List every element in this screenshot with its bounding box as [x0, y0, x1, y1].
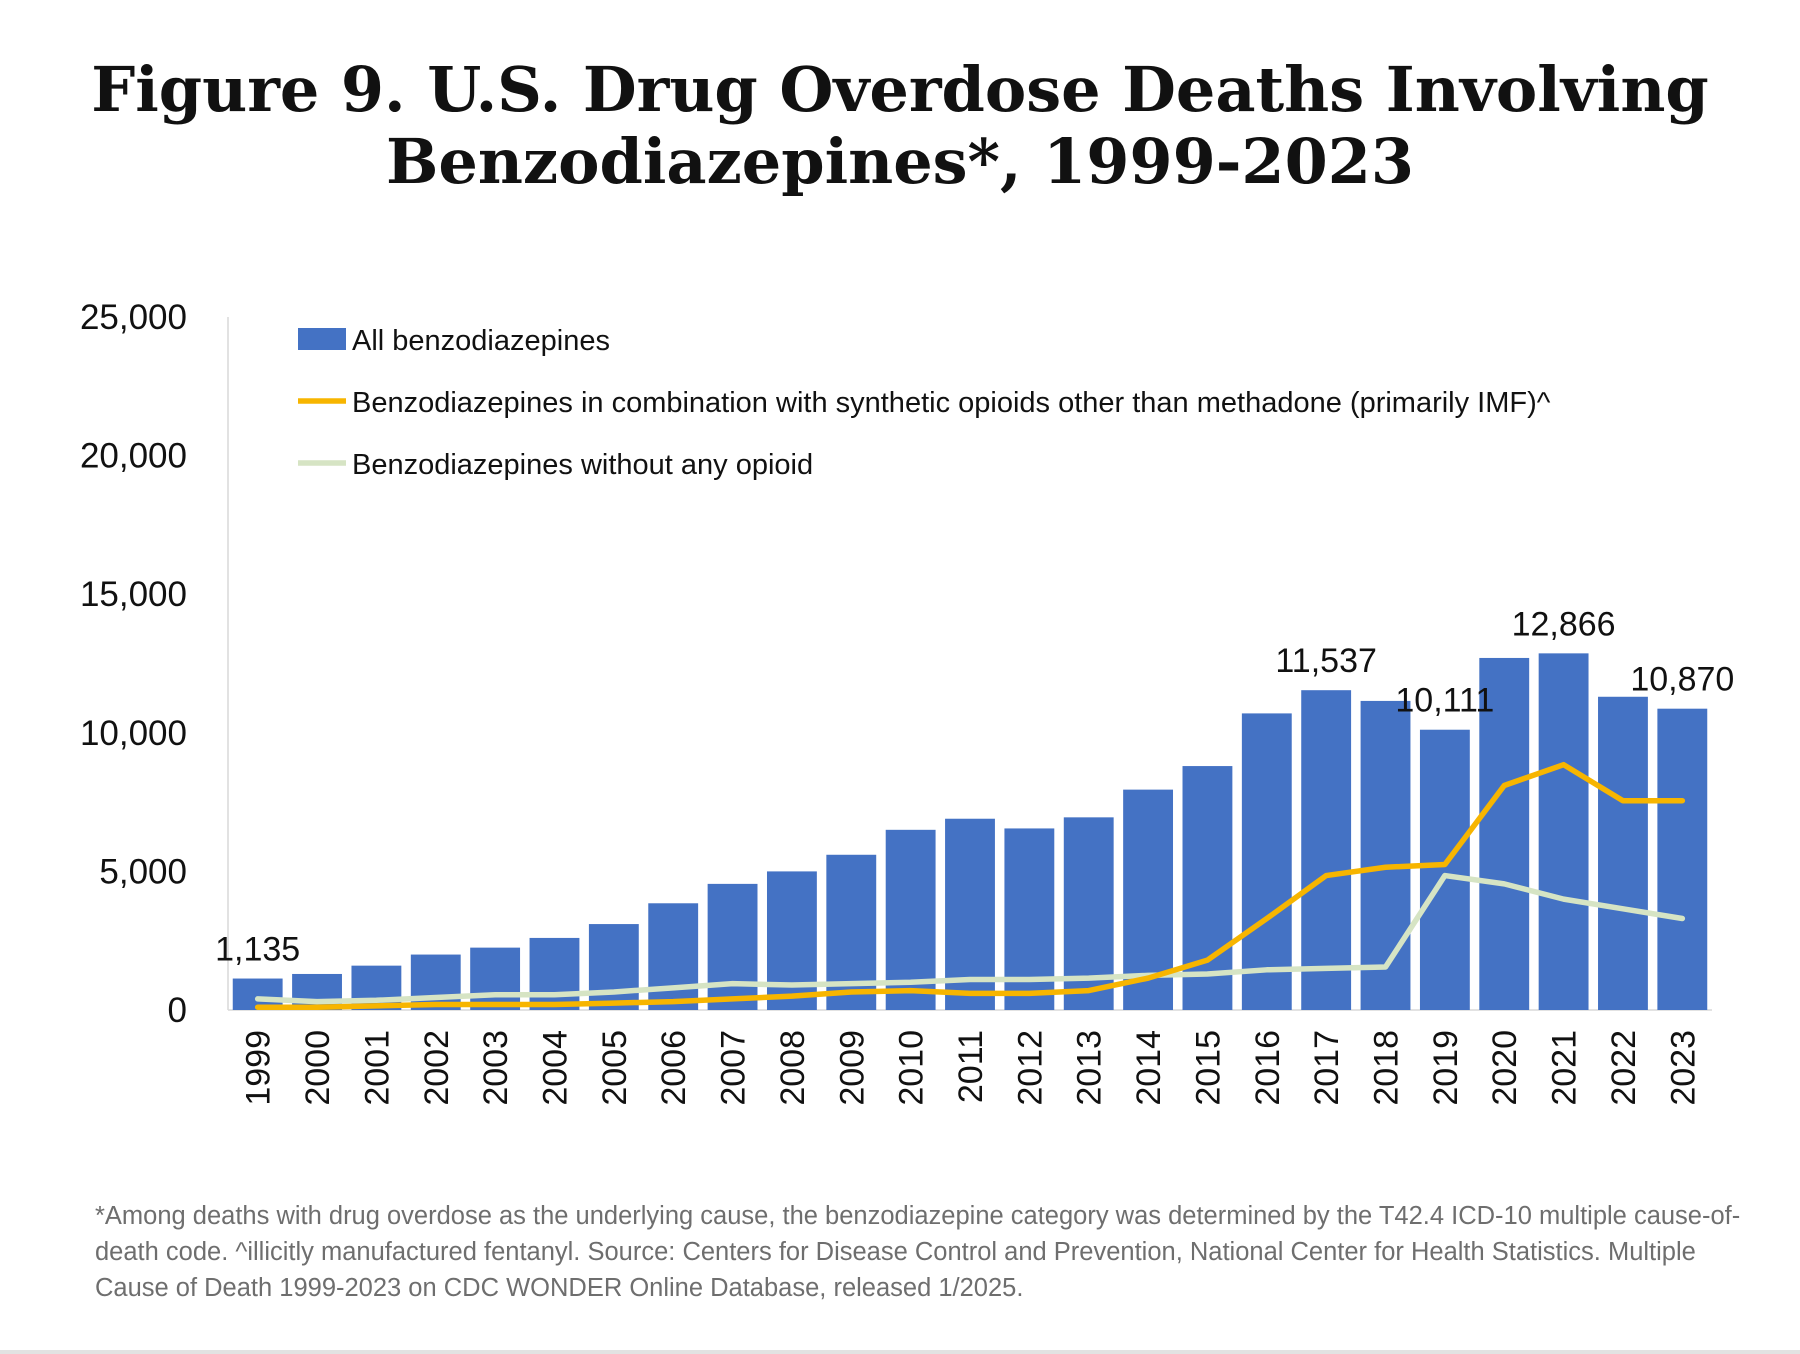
data-label-2021: 12,866 [1512, 605, 1616, 643]
x-tick-label: 2009 [833, 1030, 871, 1106]
x-tick-label: 2011 [952, 1030, 990, 1103]
legend-entry-1: All benzodiazepines [352, 325, 610, 357]
x-tick-label: 2008 [774, 1030, 812, 1106]
tick-labels: 0 5,000 10,000 15,000 20,000 25,000 1999 2000 20… [80, 298, 1702, 1106]
data-labels: 1,135 11,537 10,111 12,866 10,870 [215, 605, 1734, 968]
x-tick-label: 2017 [1308, 1030, 1346, 1106]
x-tick-label: 2022 [1605, 1030, 1643, 1106]
x-tick-label: 2003 [477, 1030, 515, 1106]
y-tick-label: 20,000 [80, 437, 187, 476]
x-tick-label: 2005 [596, 1030, 634, 1106]
bottom-divider [0, 1350, 1800, 1354]
legend-swatch-bar [298, 328, 346, 350]
x-tick-label: 2004 [536, 1030, 574, 1106]
bar-2008 [766, 871, 817, 1010]
bar-2016 [1241, 713, 1292, 1010]
x-tick-label: 2000 [299, 1030, 337, 1106]
y-tick-label: 15,000 [80, 575, 187, 614]
bar-2007 [707, 883, 758, 1010]
figure-footnote: *Among deaths with drug overdose as the … [95, 1202, 1741, 1302]
bar-2004 [529, 937, 580, 1010]
data-label-1999: 1,135 [215, 931, 300, 969]
x-tick-label: 2006 [655, 1030, 693, 1106]
bar-2012 [1004, 828, 1055, 1010]
bar-2018 [1360, 700, 1411, 1010]
data-label-2017: 11,537 [1275, 642, 1376, 680]
line-series [254, 761, 1686, 1010]
bar-2023 [1657, 708, 1708, 1010]
x-tick-label: 2020 [1486, 1030, 1524, 1106]
bar-2003 [470, 947, 521, 1010]
bar-2017 [1301, 690, 1352, 1010]
figure-title: Figure 9. U.S. Drug Overdose Deaths Invo… [0, 54, 1800, 198]
x-tick-label: 2018 [1368, 1030, 1406, 1106]
x-tick-label: 2019 [1427, 1030, 1465, 1106]
line-series-1 [254, 761, 1686, 1010]
x-tick-label: 2001 [358, 1030, 396, 1106]
bar-2022 [1598, 696, 1648, 1010]
y-tick-label: 25,000 [80, 298, 187, 337]
x-tick-label: 2015 [1189, 1030, 1227, 1106]
legend-entry-2: Benzodiazepines in combination with synt… [352, 387, 1551, 419]
figure-title-line-2: Benzodiazepines*, 1999-2023 [386, 125, 1414, 198]
x-tick-label: 2007 [715, 1030, 753, 1106]
bar-2020 [1479, 657, 1530, 1010]
x-tick-label: 2002 [418, 1030, 456, 1106]
chart-legend: All benzodiazepines Benzodiazepines in co… [298, 325, 1551, 481]
bar-2019 [1419, 729, 1470, 1010]
x-tick-label: 2023 [1664, 1030, 1702, 1106]
data-label-2023: 10,870 [1630, 661, 1734, 699]
x-tick-label: 2014 [1130, 1030, 1168, 1106]
benzodiazepine-deaths-chart: 0 5,000 10,000 15,000 20,000 25,000 1999 2000 20… [80, 298, 1734, 1106]
x-tick-label: 2010 [893, 1030, 931, 1106]
data-label-2019: 10,111 [1395, 682, 1494, 720]
y-tick-label: 0 [168, 991, 187, 1030]
bar-2015 [1182, 766, 1233, 1010]
y-tick-label: 10,000 [80, 714, 187, 753]
legend-entry-3: Benzodiazepines without any opioid [352, 449, 813, 481]
x-tick-label: 2013 [1071, 1030, 1109, 1106]
bar-2005 [588, 924, 639, 1010]
x-tick-label: 1999 [240, 1030, 278, 1106]
x-tick-label: 2016 [1249, 1030, 1287, 1106]
y-tick-label: 5,000 [99, 852, 187, 891]
bar-2006 [648, 903, 699, 1010]
x-tick-label: 2012 [1011, 1030, 1049, 1106]
x-tick-label: 2021 [1546, 1030, 1584, 1106]
bar-2021 [1538, 653, 1589, 1010]
figure-title-line-1: Figure 9. U.S. Drug Overdose Deaths Invo… [91, 53, 1709, 126]
bar-2002 [410, 954, 461, 1010]
line-series-2 [254, 872, 1686, 1005]
